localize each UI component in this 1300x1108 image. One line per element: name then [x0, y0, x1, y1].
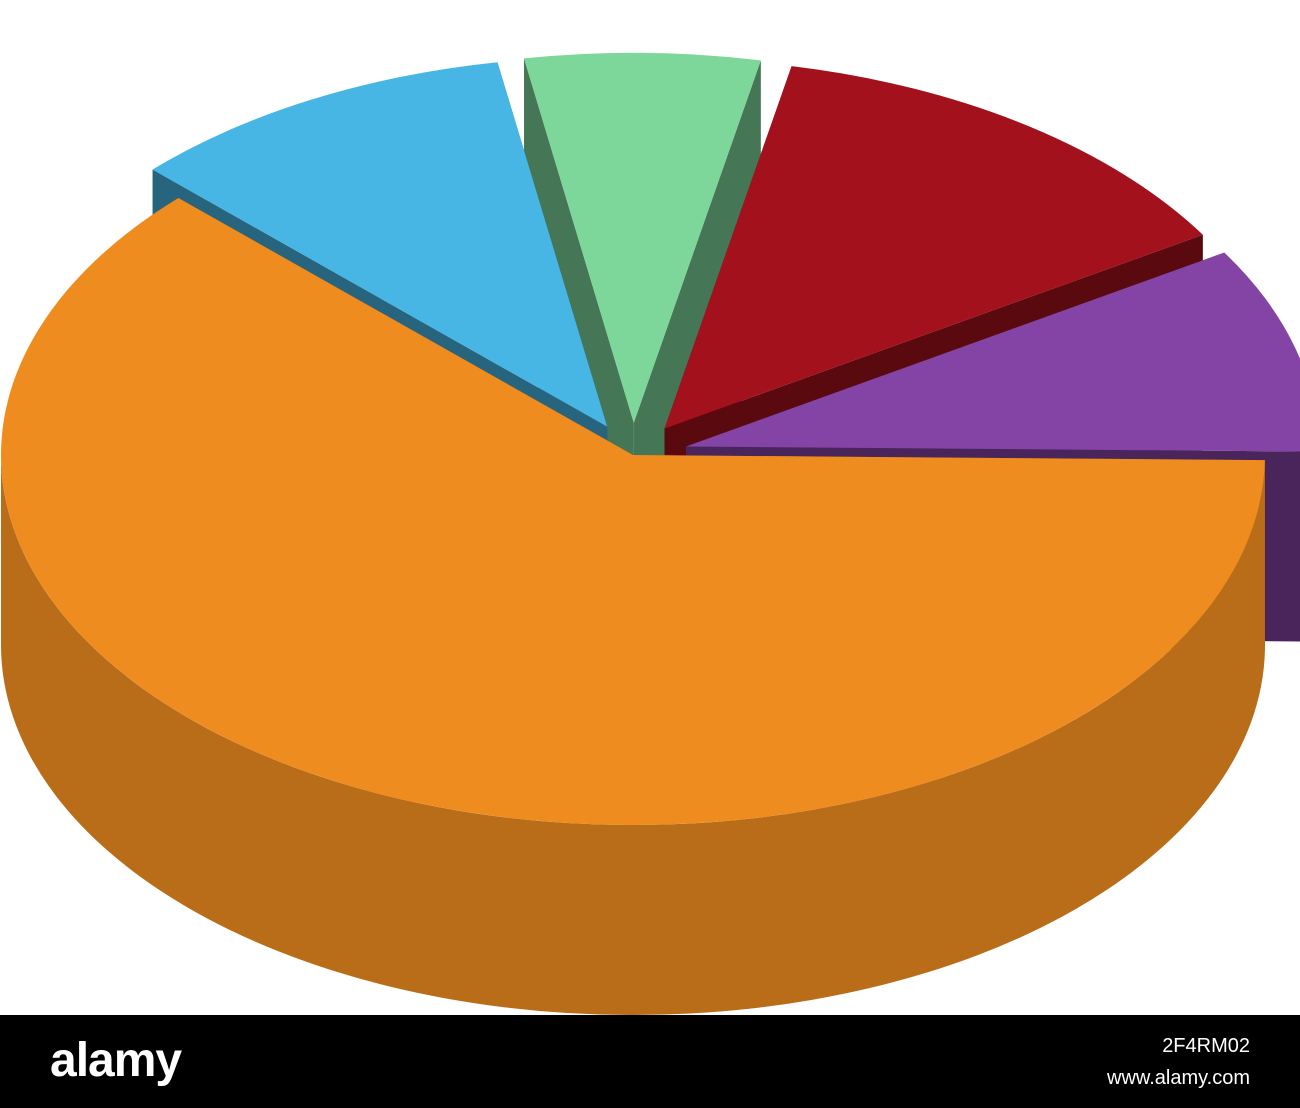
chart	[0, 52, 1300, 1015]
pie-slice	[0, 197, 1265, 825]
slice-side	[1, 455, 1265, 1015]
pie-slice	[686, 252, 1300, 452]
pie-slice	[524, 52, 761, 423]
logo: alamy	[50, 1034, 182, 1087]
image-id: 2F4RM02	[1162, 1035, 1250, 1057]
pie-slice	[152, 62, 608, 427]
watermark-bar: alamy 2F4RM02 www.alamy.com	[0, 1015, 1300, 1108]
url: www.alamy.com	[1107, 1067, 1250, 1089]
pie-slice	[664, 66, 1203, 429]
